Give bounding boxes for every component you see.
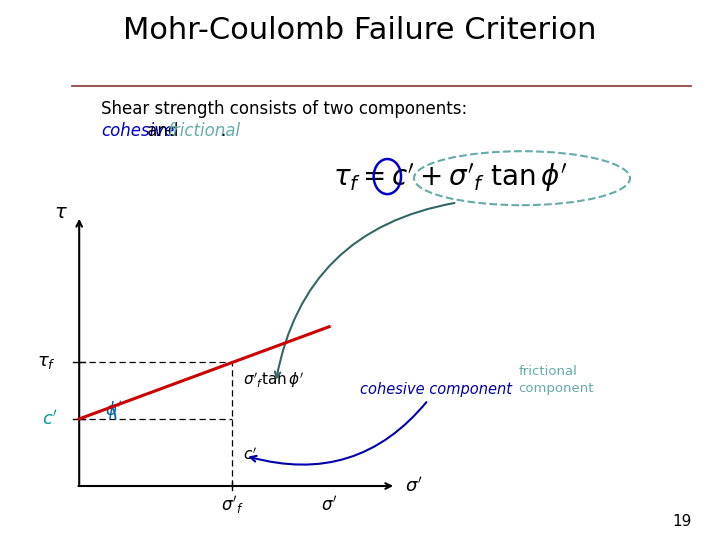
Text: $c'$: $c'$ bbox=[243, 447, 257, 463]
Text: $\sigma'$: $\sigma'$ bbox=[405, 476, 423, 496]
Text: cohesive: cohesive bbox=[101, 122, 174, 139]
Text: Shear strength consists of two components:: Shear strength consists of two component… bbox=[101, 100, 467, 118]
Text: $c'$: $c'$ bbox=[42, 409, 58, 428]
Text: $\tau_f$: $\tau_f$ bbox=[37, 353, 56, 372]
Text: frictional: frictional bbox=[168, 122, 241, 139]
Text: $\sigma'_f$: $\sigma'_f$ bbox=[221, 494, 244, 516]
Text: $\tau$: $\tau$ bbox=[54, 204, 68, 222]
Text: Mohr-Coulomb Failure Criterion: Mohr-Coulomb Failure Criterion bbox=[123, 16, 597, 45]
Text: $\phi'$: $\phi'$ bbox=[105, 399, 122, 422]
Text: frictional
component: frictional component bbox=[518, 365, 594, 395]
Text: $\sigma'$: $\sigma'$ bbox=[321, 495, 338, 515]
Text: .: . bbox=[220, 122, 225, 139]
Text: $\sigma'_f \tan \phi'$: $\sigma'_f \tan \phi'$ bbox=[243, 370, 305, 390]
Text: $\tau_f = c' + \sigma'_f\ \tan\phi'$: $\tau_f = c' + \sigma'_f\ \tan\phi'$ bbox=[333, 162, 567, 194]
Text: and: and bbox=[143, 122, 184, 139]
Text: 19: 19 bbox=[672, 514, 691, 529]
Text: cohesive component: cohesive component bbox=[251, 382, 512, 464]
